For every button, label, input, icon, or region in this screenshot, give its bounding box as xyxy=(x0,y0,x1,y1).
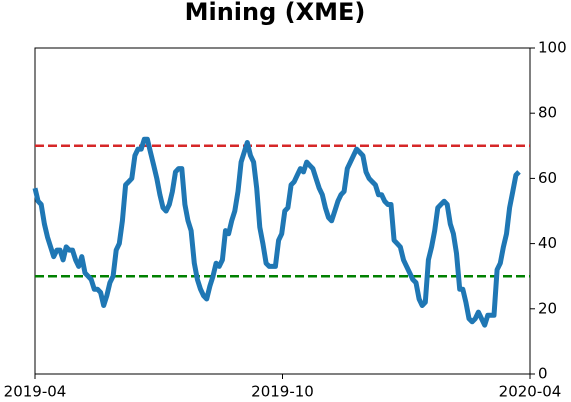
y-tick-label: 0 xyxy=(538,365,548,383)
x-tick-label: 2019-04 xyxy=(4,383,67,401)
y-tick-label: 20 xyxy=(538,299,557,317)
y-tick-label: 40 xyxy=(538,234,557,252)
chart-title: Mining (XME) xyxy=(185,0,366,26)
y-tick-label: 100 xyxy=(538,39,567,57)
x-tick-label: 2019-10 xyxy=(251,383,314,401)
y-tick-label: 60 xyxy=(538,169,557,187)
data-line xyxy=(32,136,521,328)
y-tick-label: 80 xyxy=(538,104,557,122)
x-tick-label: 2020-04 xyxy=(499,383,562,401)
